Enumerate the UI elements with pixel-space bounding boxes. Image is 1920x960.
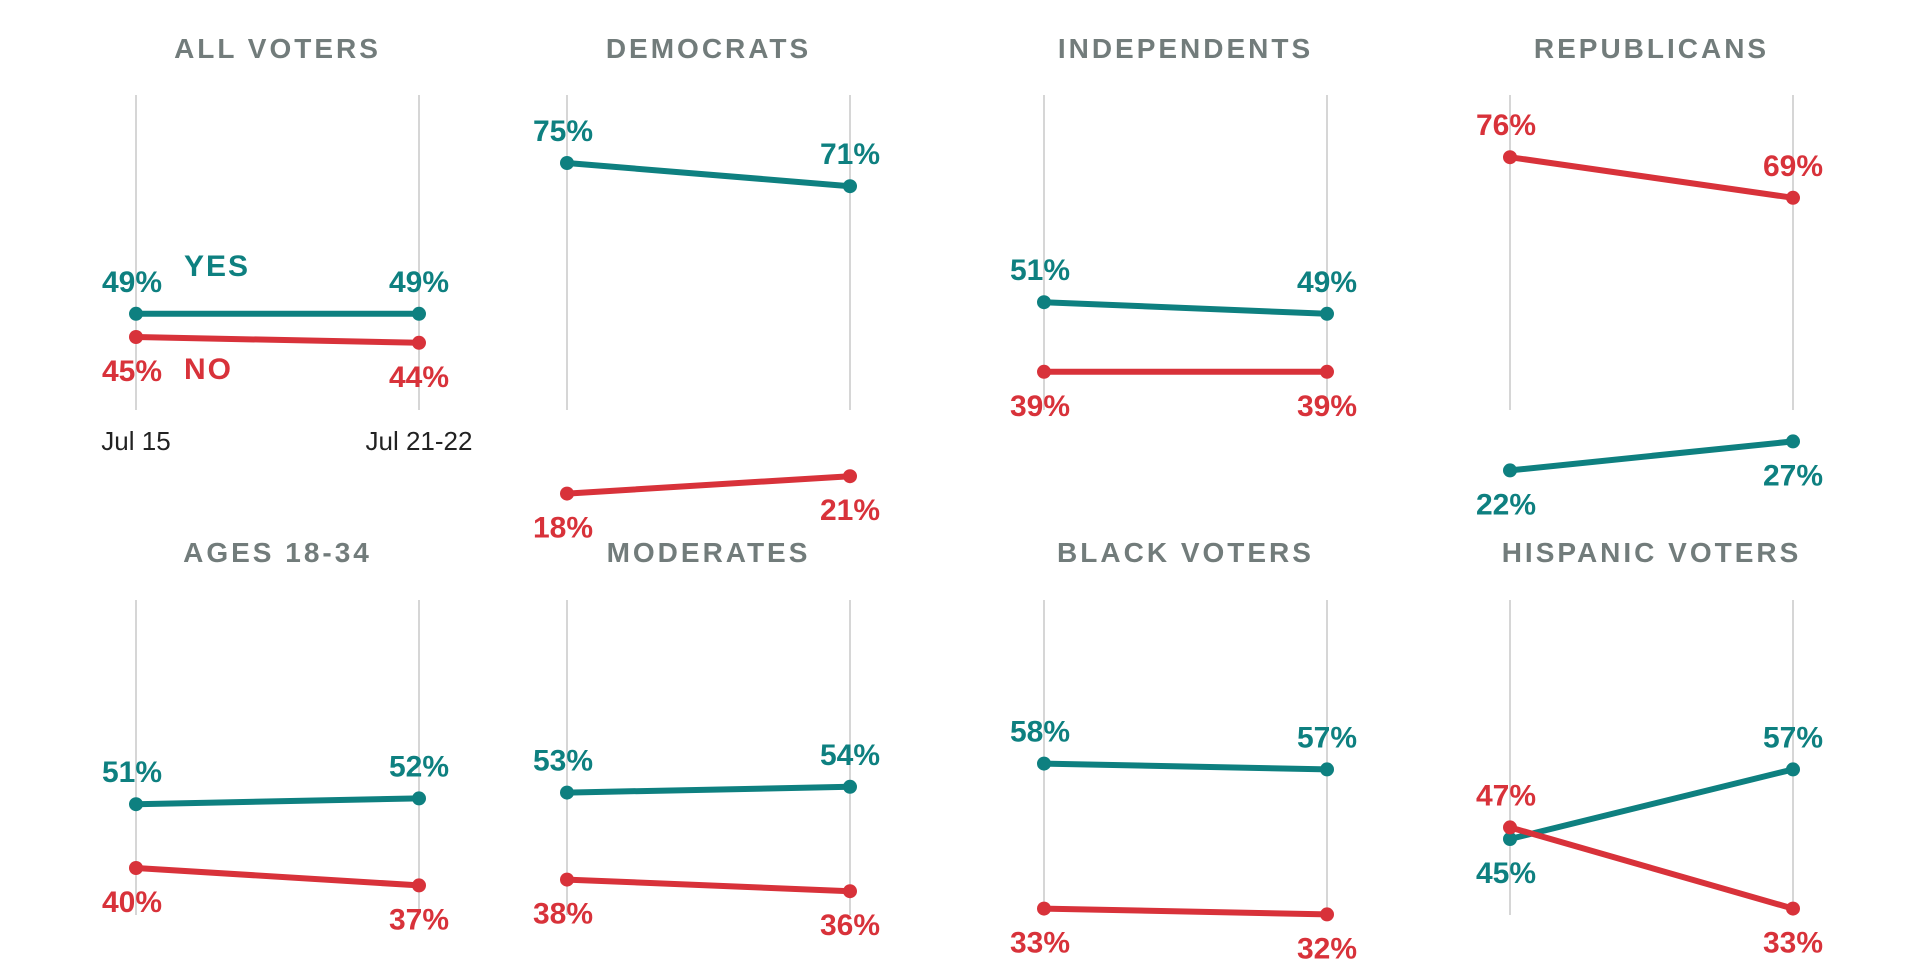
data-label-yes: 49% bbox=[389, 266, 449, 299]
data-label-yes: 57% bbox=[1297, 721, 1357, 754]
data-point-yes bbox=[843, 779, 857, 794]
data-point-no bbox=[1786, 901, 1800, 916]
series-line-yes bbox=[1507, 766, 1796, 842]
data-label-yes: 51% bbox=[102, 756, 162, 789]
data-label-no: 18% bbox=[533, 512, 593, 545]
panel-republicans: REPUBLICANS 22% 27% 76% 69% bbox=[1476, 33, 1823, 521]
data-point-no bbox=[412, 335, 426, 350]
data-point-yes bbox=[412, 306, 426, 321]
data-point-no bbox=[1503, 820, 1517, 835]
data-label-yes: 49% bbox=[1297, 266, 1357, 299]
panel-democrats: DEMOCRATS 75% 71% 18% 21% bbox=[533, 33, 880, 545]
panel-title: MODERATES bbox=[607, 537, 811, 568]
data-label-yes: 27% bbox=[1763, 459, 1823, 492]
data-point-no bbox=[560, 872, 574, 887]
data-label-yes: 52% bbox=[389, 750, 449, 783]
panel-title: HISPANIC VOTERS bbox=[1502, 537, 1802, 568]
data-label-no: 39% bbox=[1297, 390, 1357, 423]
data-label-no: 44% bbox=[389, 361, 449, 394]
data-label-yes: 71% bbox=[820, 138, 880, 171]
data-label-yes: 58% bbox=[1010, 716, 1070, 749]
data-point-no bbox=[1320, 907, 1334, 922]
panel-title: BLACK VOTERS bbox=[1057, 537, 1314, 568]
series-line-yes bbox=[1507, 438, 1796, 474]
data-point-yes bbox=[1786, 762, 1800, 777]
data-point-no bbox=[1786, 190, 1800, 205]
data-label-no: 39% bbox=[1010, 390, 1070, 423]
data-point-yes bbox=[129, 797, 143, 812]
series-line-no bbox=[133, 865, 422, 889]
panel-all-voters: ALL VOTERS 49% 49% 45% 44% YES NO Jul 15 Jul 21-… bbox=[101, 33, 472, 456]
data-point-yes bbox=[1320, 762, 1334, 777]
series-line-no bbox=[1507, 154, 1796, 201]
data-label-yes: 51% bbox=[1010, 254, 1070, 287]
data-point-yes bbox=[129, 306, 143, 321]
series-line-yes bbox=[1041, 760, 1330, 773]
data-label-no: 21% bbox=[820, 494, 880, 527]
data-label-no: 76% bbox=[1476, 109, 1536, 142]
panel-title: DEMOCRATS bbox=[606, 33, 811, 64]
data-point-no bbox=[129, 330, 143, 344]
panel-title: INDEPENDENTS bbox=[1058, 33, 1313, 64]
data-label-no: 32% bbox=[1297, 932, 1357, 960]
data-point-no bbox=[843, 884, 857, 899]
data-point-yes bbox=[1320, 306, 1334, 321]
series-line-yes bbox=[564, 783, 853, 796]
data-label-yes: 22% bbox=[1476, 488, 1536, 521]
data-point-no bbox=[129, 861, 143, 875]
data-label-yes: 45% bbox=[1476, 857, 1536, 890]
series-line-no bbox=[564, 473, 853, 497]
panel-hispanic-voters: HISPANIC VOTERS 45% 57% 47% 33% bbox=[1476, 537, 1823, 960]
panel-moderates: MODERATES 53% 54% 38% 36% bbox=[533, 537, 880, 942]
data-point-no bbox=[1037, 901, 1051, 916]
panel-ages-18-34: AGES 18-34 51% 52% 40% 37% bbox=[102, 537, 449, 936]
data-label-no: 33% bbox=[1763, 927, 1823, 960]
legend-no: NO bbox=[184, 353, 233, 386]
data-point-no bbox=[843, 469, 857, 484]
data-point-no bbox=[1320, 364, 1334, 379]
data-label-yes: 75% bbox=[533, 115, 593, 148]
x-tick-label: Jul 21-22 bbox=[366, 426, 473, 456]
data-point-yes bbox=[1503, 832, 1517, 846]
data-point-yes bbox=[1037, 756, 1051, 771]
series-line-yes bbox=[133, 795, 422, 808]
panel-title: ALL VOTERS bbox=[174, 33, 381, 64]
data-label-no: 36% bbox=[820, 909, 880, 942]
data-point-yes bbox=[1503, 463, 1517, 478]
data-point-no bbox=[1037, 364, 1051, 379]
data-label-no: 40% bbox=[102, 886, 162, 919]
series-line-yes bbox=[1041, 299, 1330, 317]
data-label-no: 33% bbox=[1010, 927, 1070, 960]
data-label-no: 45% bbox=[102, 355, 162, 388]
data-label-yes: 54% bbox=[820, 739, 880, 772]
series-line-no bbox=[564, 876, 853, 895]
data-label-no: 37% bbox=[389, 903, 449, 936]
series-line-no bbox=[133, 334, 422, 346]
data-point-yes bbox=[1037, 295, 1051, 310]
data-label-no: 38% bbox=[533, 898, 593, 931]
data-label-yes: 49% bbox=[102, 266, 162, 299]
data-point-no bbox=[412, 878, 426, 893]
legend-yes: YES bbox=[184, 250, 250, 283]
data-point-yes bbox=[560, 785, 574, 800]
data-point-yes bbox=[1786, 434, 1800, 449]
data-label-no: 47% bbox=[1476, 779, 1536, 812]
data-label-yes: 57% bbox=[1763, 721, 1823, 754]
series-line-no bbox=[1507, 824, 1796, 912]
x-tick-label: Jul 15 bbox=[101, 426, 170, 456]
data-point-yes bbox=[560, 156, 574, 170]
data-point-no bbox=[1503, 150, 1517, 165]
data-point-no bbox=[560, 486, 574, 501]
data-point-yes bbox=[412, 791, 426, 806]
data-point-yes bbox=[843, 179, 857, 194]
panel-title: REPUBLICANS bbox=[1534, 33, 1769, 64]
data-label-yes: 53% bbox=[533, 745, 593, 778]
panel-black-voters: BLACK VOTERS 58% 57% 33% 32% bbox=[1010, 537, 1357, 960]
panel-title: AGES 18-34 bbox=[183, 537, 372, 568]
panel-independents: INDEPENDENTS 51% 49% 39% 39% bbox=[1010, 33, 1357, 423]
series-line-yes bbox=[564, 160, 853, 190]
data-label-no: 69% bbox=[1763, 150, 1823, 183]
series-line-no bbox=[1041, 905, 1330, 918]
